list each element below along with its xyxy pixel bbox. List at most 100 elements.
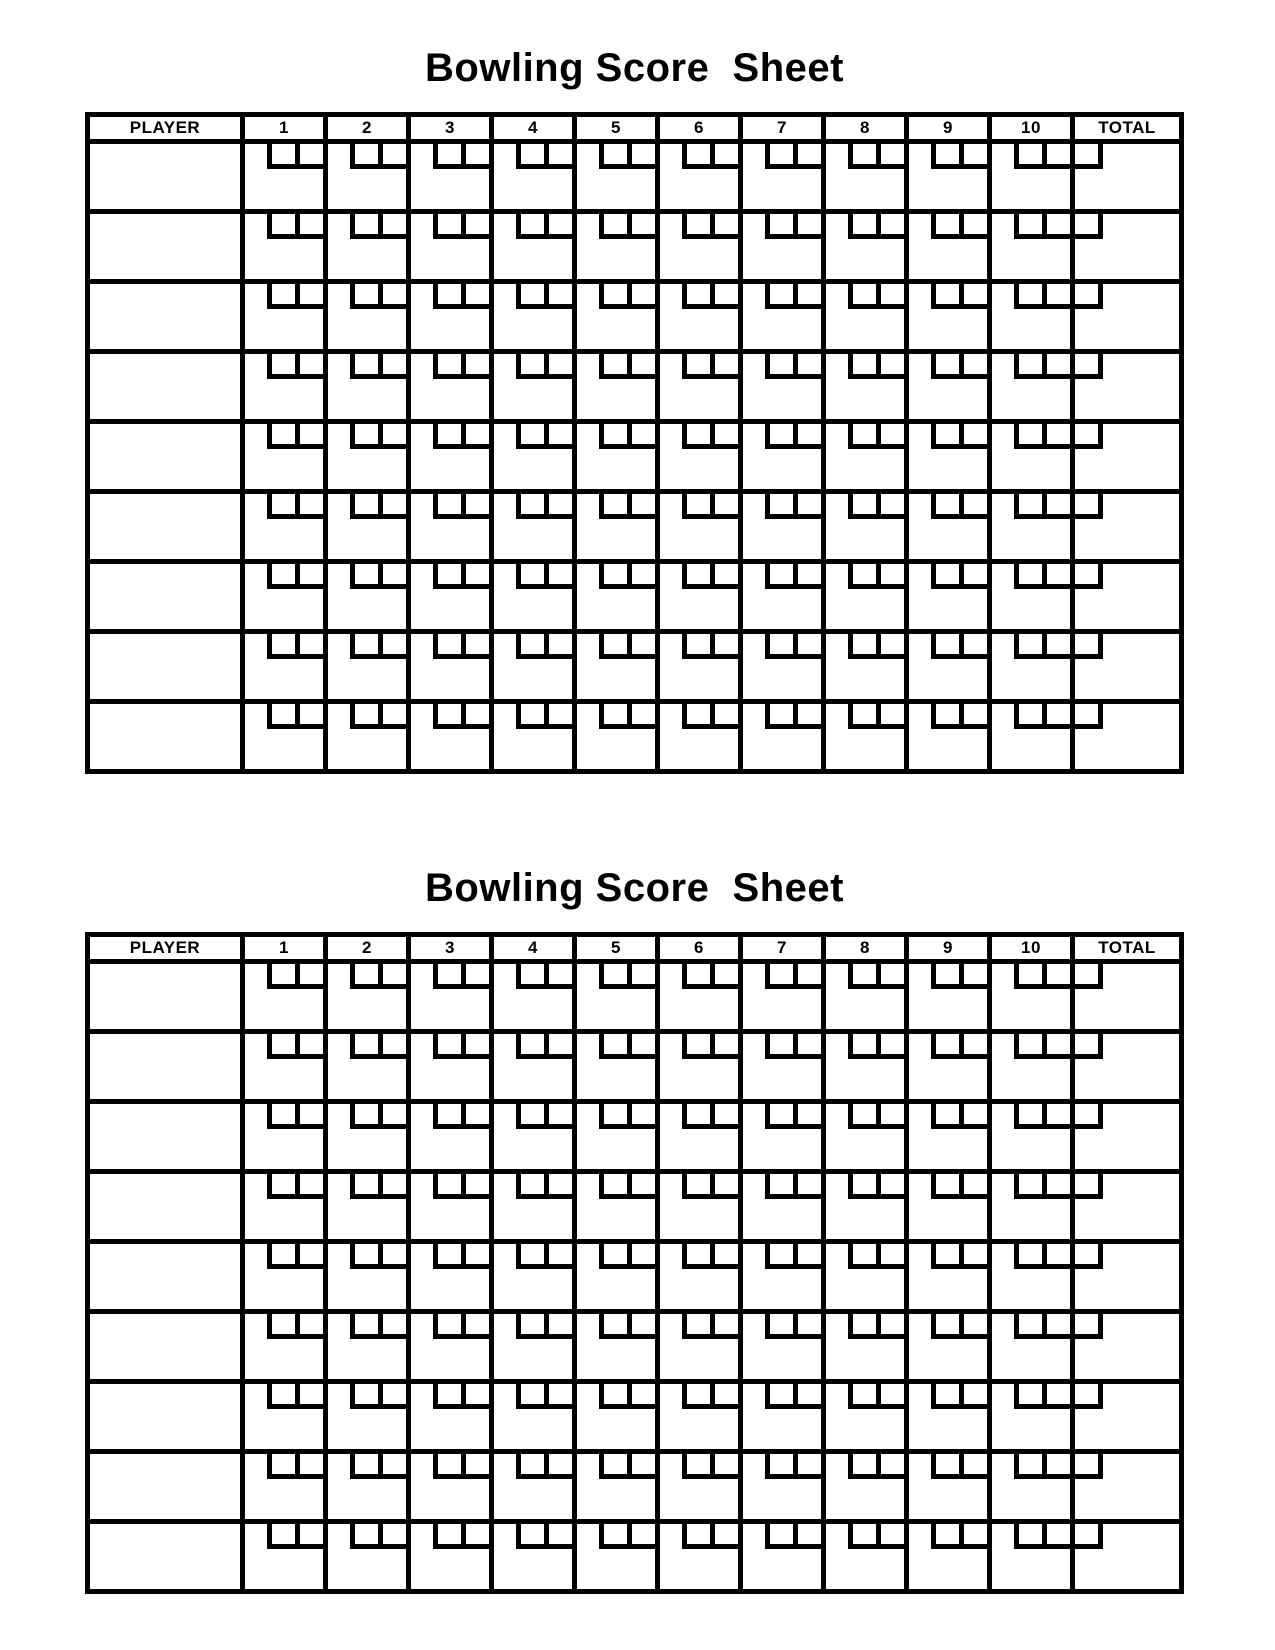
frame-cell[interactable] (411, 1314, 489, 1379)
throw-box[interactable] (876, 634, 904, 659)
throw-box[interactable] (682, 634, 710, 659)
throw-box[interactable] (267, 1104, 295, 1129)
frame-cell[interactable] (992, 1244, 1103, 1309)
throw-box[interactable] (516, 1314, 544, 1339)
throw-box[interactable] (544, 1314, 572, 1339)
throw-box[interactable] (350, 1104, 378, 1129)
frame-cell[interactable] (660, 704, 738, 769)
throw-box[interactable] (848, 1524, 876, 1549)
throw-box[interactable] (765, 1104, 793, 1129)
throw-box[interactable] (295, 634, 323, 659)
throw-box[interactable] (267, 704, 295, 729)
throw-box[interactable] (295, 1244, 323, 1269)
frame-cell[interactable] (411, 634, 489, 699)
throw-box[interactable] (627, 704, 655, 729)
throw-box[interactable] (599, 634, 627, 659)
throw-box[interactable] (433, 144, 461, 169)
frame-cell[interactable] (992, 634, 1103, 699)
frame-cell[interactable] (245, 1314, 323, 1379)
throw-box[interactable] (433, 1314, 461, 1339)
throw-box[interactable] (378, 284, 406, 309)
throw-box[interactable] (516, 1034, 544, 1059)
throw-box[interactable] (931, 1384, 959, 1409)
throw-box[interactable] (682, 1104, 710, 1129)
throw-box[interactable] (378, 424, 406, 449)
player-name-cell[interactable] (90, 1454, 240, 1519)
frame-cell[interactable] (328, 634, 406, 699)
frame-cell[interactable] (826, 1034, 904, 1099)
frame-cell[interactable] (660, 1244, 738, 1309)
throw-box[interactable] (267, 424, 295, 449)
throw-box[interactable] (682, 354, 710, 379)
frame-cell[interactable] (743, 284, 821, 349)
throw-box[interactable] (599, 1314, 627, 1339)
throw-box[interactable] (931, 1454, 959, 1479)
throw-box[interactable] (1014, 1384, 1042, 1409)
throw-box[interactable] (599, 214, 627, 239)
throw-box[interactable] (765, 144, 793, 169)
throw-box[interactable] (1014, 1244, 1042, 1269)
frame-cell[interactable] (909, 634, 987, 699)
frame-cell[interactable] (743, 564, 821, 629)
throw-box[interactable] (682, 144, 710, 169)
throw-box[interactable] (295, 284, 323, 309)
throw-box[interactable] (793, 144, 821, 169)
frame-cell[interactable] (411, 1174, 489, 1239)
player-name-cell[interactable] (90, 1314, 240, 1379)
frame-cell[interactable] (826, 704, 904, 769)
frame-cell[interactable] (826, 1314, 904, 1379)
throw-box[interactable] (765, 494, 793, 519)
throw-box[interactable] (461, 354, 489, 379)
throw-box[interactable] (350, 144, 378, 169)
throw-box[interactable] (378, 214, 406, 239)
throw-box[interactable] (378, 704, 406, 729)
throw-box[interactable] (959, 214, 987, 239)
frame-cell[interactable] (743, 634, 821, 699)
frame-cell[interactable] (909, 1244, 987, 1309)
throw-box[interactable] (876, 214, 904, 239)
throw-box[interactable] (959, 284, 987, 309)
frame-cell[interactable] (494, 354, 572, 419)
throw-box[interactable] (1042, 1104, 1070, 1129)
frame-cell[interactable] (494, 564, 572, 629)
throw-box[interactable] (710, 564, 738, 589)
throw-box[interactable] (433, 424, 461, 449)
frame-cell[interactable] (245, 144, 323, 209)
frame-cell[interactable] (494, 1314, 572, 1379)
frame-cell[interactable] (660, 964, 738, 1029)
throw-box[interactable] (848, 1244, 876, 1269)
throw-box[interactable] (295, 1174, 323, 1199)
frame-cell[interactable] (494, 1384, 572, 1449)
throw-box[interactable] (378, 1384, 406, 1409)
throw-box[interactable] (682, 284, 710, 309)
throw-box[interactable] (793, 1034, 821, 1059)
frame-cell[interactable] (909, 494, 987, 559)
throw-box[interactable] (350, 564, 378, 589)
frame-cell[interactable] (328, 564, 406, 629)
throw-box[interactable] (682, 494, 710, 519)
frame-cell[interactable] (992, 704, 1103, 769)
throw-box[interactable] (765, 214, 793, 239)
throw-box[interactable] (267, 1384, 295, 1409)
frame-cell[interactable] (328, 494, 406, 559)
throw-box[interactable] (959, 1244, 987, 1269)
throw-box[interactable] (461, 634, 489, 659)
throw-box[interactable] (876, 354, 904, 379)
throw-box[interactable] (793, 704, 821, 729)
throw-box[interactable] (461, 494, 489, 519)
throw-box[interactable] (267, 564, 295, 589)
throw-box[interactable] (793, 1454, 821, 1479)
player-name-cell[interactable] (90, 564, 240, 629)
throw-box[interactable] (516, 424, 544, 449)
frame-cell[interactable] (328, 1034, 406, 1099)
frame-cell[interactable] (411, 1524, 489, 1589)
throw-box[interactable] (765, 284, 793, 309)
throw-box[interactable] (876, 1174, 904, 1199)
throw-box[interactable] (710, 424, 738, 449)
throw-box[interactable] (295, 1454, 323, 1479)
throw-box[interactable] (295, 494, 323, 519)
throw-box[interactable] (350, 1384, 378, 1409)
player-name-cell[interactable] (90, 494, 240, 559)
throw-box[interactable] (710, 634, 738, 659)
throw-box[interactable] (1070, 634, 1103, 659)
